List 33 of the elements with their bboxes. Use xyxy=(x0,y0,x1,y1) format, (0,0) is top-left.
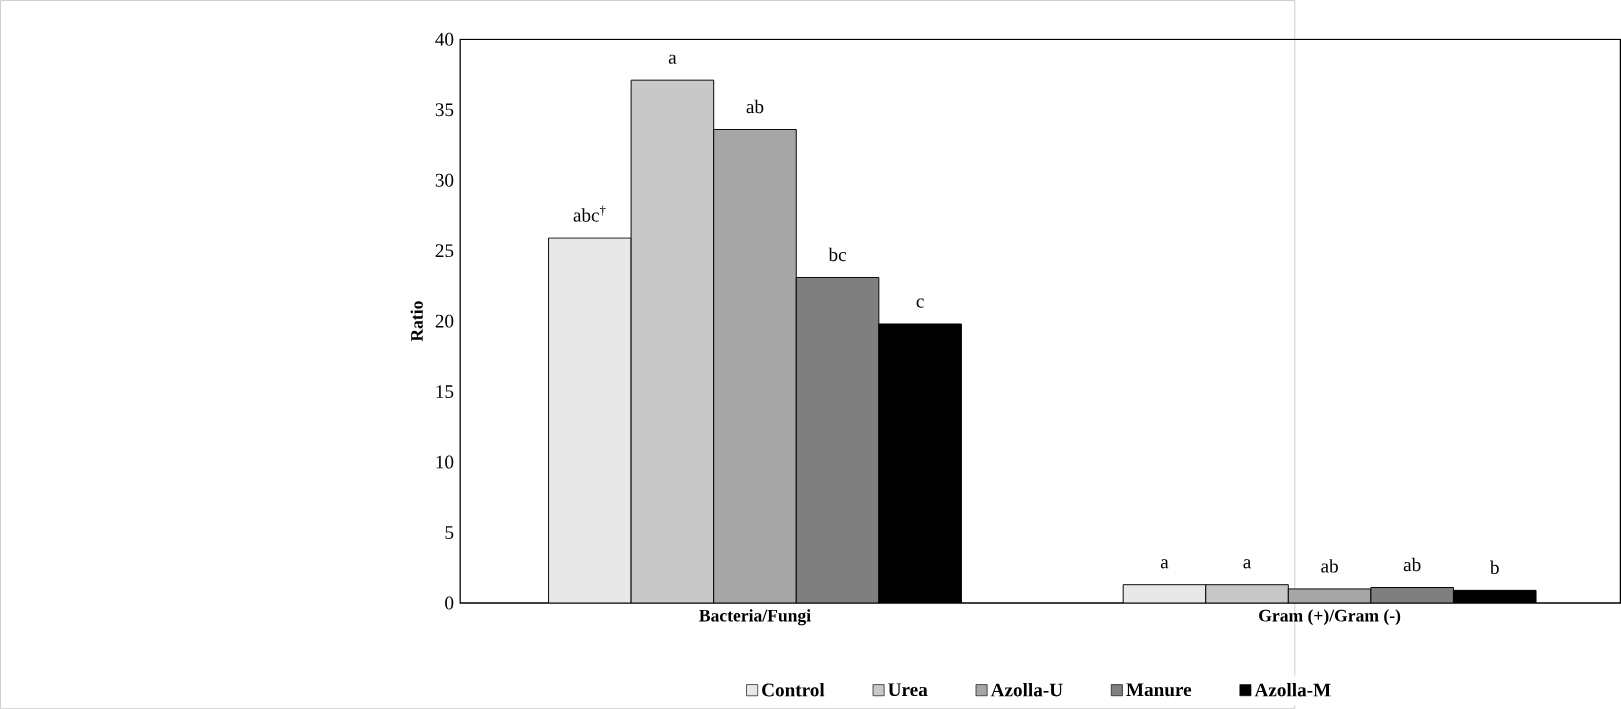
y-tick-label: 15 xyxy=(436,385,454,398)
bar xyxy=(630,79,715,603)
data-label: b xyxy=(1489,560,1499,574)
y-tick-label: 25 xyxy=(435,244,454,258)
y-tick-label: 30 xyxy=(435,173,454,187)
bar xyxy=(1205,584,1289,603)
y-axis-title: Ratio xyxy=(410,301,423,342)
data-label: a xyxy=(668,54,677,64)
data-label: ab xyxy=(1403,557,1421,572)
y-tick-label: 40 xyxy=(435,32,454,46)
y-tick-label: 0 xyxy=(445,596,454,610)
data-label: abc$^{†}$ xyxy=(573,205,606,222)
data-label: ab xyxy=(1321,559,1338,573)
data-label: bc xyxy=(828,247,847,262)
legend-label: Control xyxy=(762,682,825,697)
bar xyxy=(548,237,632,603)
bar xyxy=(795,276,880,603)
y-tick-label: 5 xyxy=(445,526,454,539)
x-tick-label: Gram (+)/Gram (-) xyxy=(1259,609,1401,626)
y-tick-label: 10 xyxy=(436,455,454,469)
data-label: a xyxy=(1160,559,1169,569)
y-tick-label: 20 xyxy=(435,314,454,328)
legend-label: Manure xyxy=(1126,683,1192,697)
bar xyxy=(1122,584,1207,603)
legend-label: Azolla-M xyxy=(1254,682,1331,697)
x-tick-label: Bacteria/Fungi xyxy=(699,609,811,626)
legend-label: Azolla-U xyxy=(990,682,1063,697)
data-label: c xyxy=(916,298,924,308)
data-label: a xyxy=(1243,559,1252,569)
y-tick-label: 35 xyxy=(435,103,454,117)
bar xyxy=(713,128,797,603)
data-label: ab xyxy=(746,99,764,114)
legend-label: Urea xyxy=(888,683,928,697)
